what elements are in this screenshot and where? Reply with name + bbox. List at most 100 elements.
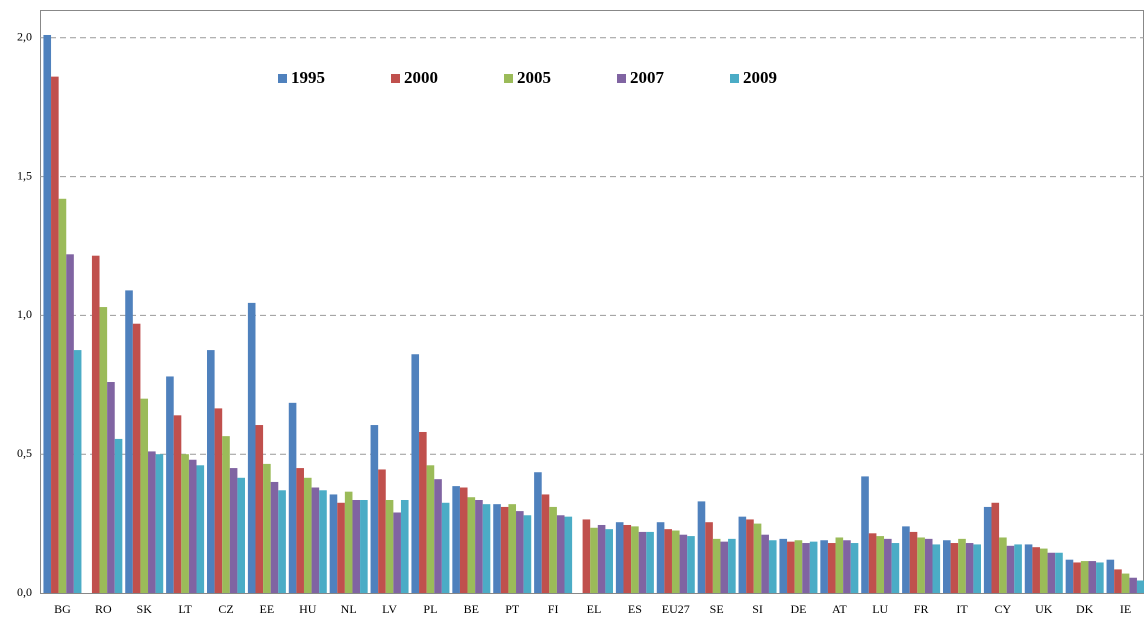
legend-swatch	[278, 74, 287, 83]
bar	[523, 515, 532, 593]
bar	[426, 465, 435, 593]
bar	[1032, 547, 1040, 593]
legend-label: 2009	[743, 68, 777, 87]
bar	[891, 543, 900, 593]
bar	[352, 499, 361, 593]
legend-swatch	[730, 74, 739, 83]
x-tick-label: PT	[505, 602, 520, 616]
x-tick-label: DE	[790, 602, 806, 616]
bar	[656, 522, 665, 593]
x-tick-label: RO	[95, 602, 112, 616]
bar	[43, 34, 52, 593]
bar	[360, 499, 368, 593]
bar	[902, 526, 910, 593]
x-tick-label: EL	[587, 602, 602, 616]
bar	[705, 522, 713, 593]
bar	[884, 538, 892, 593]
bar	[843, 540, 851, 593]
bar	[556, 515, 565, 593]
x-tick-label: SE	[710, 602, 724, 616]
bar	[720, 541, 729, 593]
bar	[188, 459, 197, 593]
bar	[1080, 561, 1089, 593]
bar	[712, 538, 721, 593]
bar	[319, 490, 327, 593]
x-tick-label: FI	[548, 602, 559, 616]
y-tick-label: 2,0	[17, 30, 32, 44]
bar	[500, 506, 509, 593]
bar	[1073, 562, 1081, 593]
bar	[965, 543, 974, 593]
bar	[738, 516, 747, 593]
bar	[932, 544, 941, 593]
bar	[125, 290, 133, 593]
x-tick-label: EU27	[662, 602, 690, 616]
x-tick-label: IT	[956, 602, 968, 616]
bar	[1047, 552, 1056, 593]
bar	[787, 541, 795, 593]
bar	[393, 512, 401, 593]
legend-swatch	[391, 74, 400, 83]
bar	[973, 544, 981, 593]
bar	[794, 540, 803, 593]
bar	[467, 497, 476, 593]
bar	[1114, 569, 1122, 593]
bar	[303, 477, 312, 593]
bar	[909, 531, 918, 593]
bar	[646, 531, 654, 593]
bar	[378, 469, 386, 593]
bar	[638, 531, 647, 593]
x-tick-label: CY	[995, 602, 1012, 616]
bar	[51, 76, 59, 594]
bar	[671, 530, 680, 593]
bar	[329, 494, 338, 593]
bar	[1065, 559, 1074, 593]
bar	[255, 425, 264, 593]
bar	[452, 486, 460, 593]
bar	[1024, 544, 1033, 593]
bar	[1096, 562, 1104, 593]
bar	[1106, 559, 1115, 593]
bar	[419, 431, 427, 593]
bar	[534, 472, 542, 593]
legend-swatch	[617, 74, 626, 83]
bar	[631, 526, 639, 593]
bar	[237, 477, 245, 593]
bar	[868, 533, 877, 593]
bar	[850, 543, 859, 593]
bar	[728, 538, 736, 593]
bar	[296, 468, 304, 593]
bar	[385, 499, 394, 593]
bar	[820, 540, 828, 593]
bar	[679, 534, 688, 593]
bar	[1121, 573, 1130, 593]
bar	[181, 454, 189, 593]
bar	[288, 402, 297, 593]
bar	[697, 501, 706, 593]
bar	[493, 504, 501, 593]
bar	[270, 481, 279, 593]
bar	[1055, 552, 1063, 593]
x-tick-label: ES	[628, 602, 642, 616]
bar	[687, 536, 695, 593]
x-tick-label: SK	[137, 602, 153, 616]
x-tick-label: FR	[914, 602, 929, 616]
bar	[827, 543, 836, 593]
bar	[549, 506, 557, 593]
bar	[400, 499, 409, 593]
bar	[876, 536, 885, 593]
bar	[107, 382, 115, 593]
x-tick-label: SI	[752, 602, 763, 616]
bar	[114, 438, 123, 593]
plot-frame	[40, 10, 1144, 594]
bar	[753, 523, 762, 593]
bar	[746, 519, 754, 593]
bar	[809, 541, 818, 593]
bar	[434, 479, 442, 593]
bar	[482, 504, 491, 593]
bar	[590, 527, 598, 593]
x-tick-label: CZ	[218, 602, 233, 616]
y-tick-label: 0,0	[17, 585, 32, 599]
bar	[835, 537, 844, 593]
